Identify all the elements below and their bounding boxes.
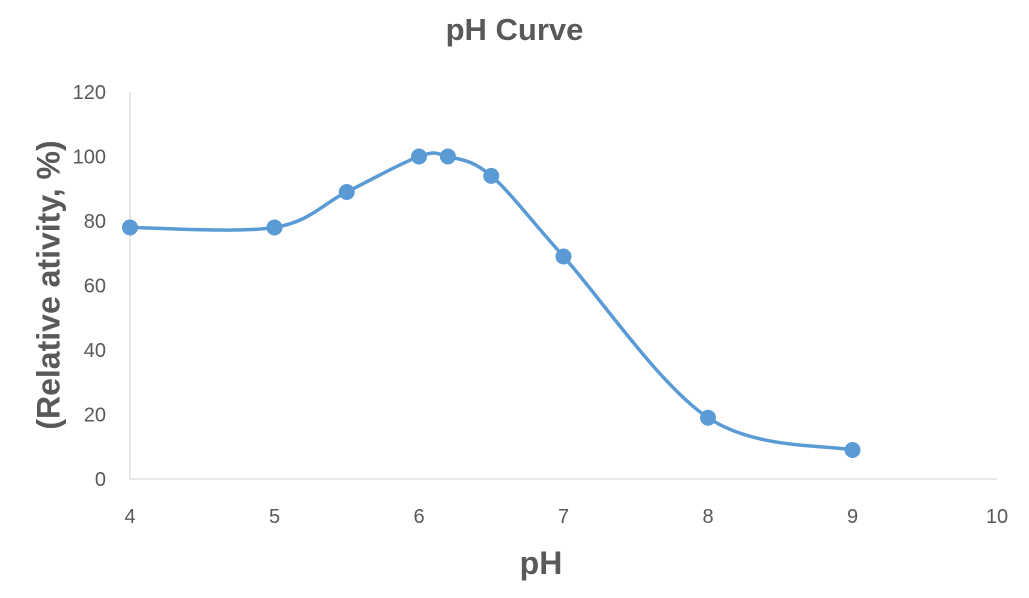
chart-title: pH Curve xyxy=(445,12,584,47)
y-tick-label: 100 xyxy=(73,147,106,169)
data-point xyxy=(844,441,861,458)
data-point xyxy=(483,167,500,184)
axes xyxy=(129,92,997,480)
x-tick-labels: 4 5 6 7 8 9 10 xyxy=(124,506,1008,528)
x-tick-label: 7 xyxy=(558,506,569,528)
y-axis-title: (Relative ativity, %) xyxy=(30,140,67,430)
data-point xyxy=(439,148,456,165)
y-tick-label: 0 xyxy=(95,469,106,491)
x-tick-label: 10 xyxy=(986,506,1008,528)
x-tick-label: 4 xyxy=(124,506,135,528)
y-tick-labels: 0 20 40 60 80 100 120 xyxy=(73,82,106,491)
x-tick-label: 6 xyxy=(413,506,424,528)
y-tick-label: 40 xyxy=(84,340,106,362)
x-tick-label: 5 xyxy=(269,506,280,528)
data-point xyxy=(700,409,716,426)
y-tick-label: 80 xyxy=(84,211,106,233)
x-axis-title: pH xyxy=(519,545,563,581)
data-point xyxy=(266,219,283,236)
y-tick-label: 60 xyxy=(84,276,106,298)
data-point xyxy=(122,219,138,236)
x-tick-label: 9 xyxy=(847,506,858,528)
data-point xyxy=(338,183,355,200)
data-point xyxy=(411,148,427,165)
y-tick-label: 120 xyxy=(73,82,106,104)
series-line xyxy=(128,151,855,452)
data-point xyxy=(555,248,572,265)
series-layer xyxy=(122,148,861,458)
y-tick-label: 20 xyxy=(84,405,106,427)
x-tick-label: 8 xyxy=(702,506,713,528)
